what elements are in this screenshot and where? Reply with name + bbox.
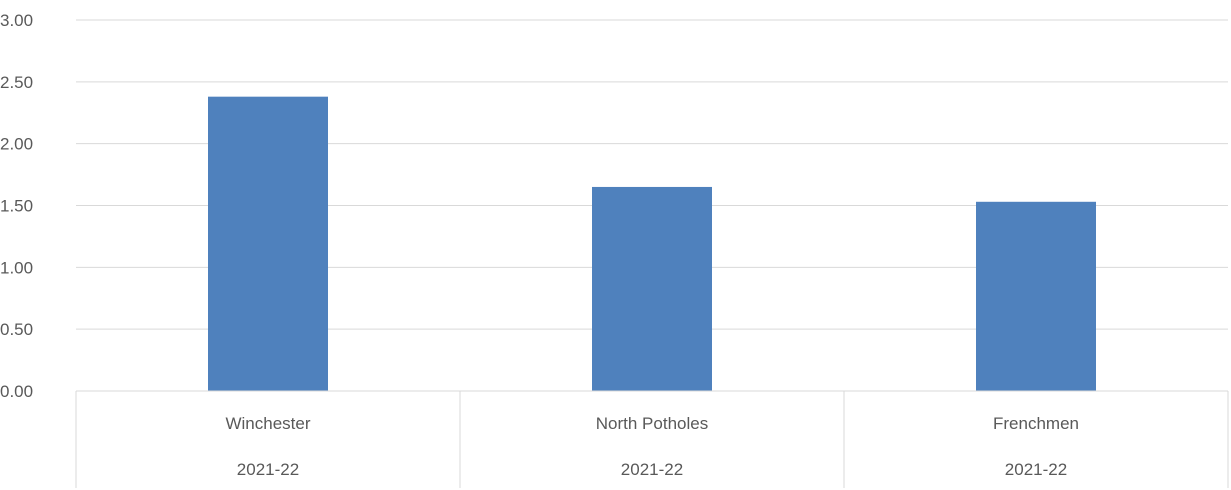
y-tick-label: 2.00 [0, 135, 33, 154]
y-tick-label: 2.50 [0, 73, 33, 92]
y-tick-label: 1.00 [0, 258, 33, 277]
y-tick-label: 3.00 [0, 11, 33, 30]
category-axis: Winchester 2021-22 North Potholes 2021-22 Fr… [75, 390, 1229, 488]
y-axis-tick-labels: 0.00 0.50 1.00 1.50 2.00 2.50 3.00 [0, 11, 33, 401]
category-label: North Potholes [596, 414, 708, 433]
y-tick-label: 1.50 [0, 197, 33, 216]
category-group-label: 2021-22 [621, 460, 683, 479]
bar [208, 96, 328, 391]
y-tick-label: 0.00 [0, 382, 33, 401]
category-group-label: 2021-22 [1005, 460, 1067, 479]
category-label: Winchester [225, 414, 310, 433]
bar [592, 186, 712, 391]
category-label: Frenchmen [993, 414, 1079, 433]
y-tick-label: 0.50 [0, 320, 33, 339]
category-group-label: 2021-22 [237, 460, 299, 479]
bars [208, 96, 1096, 391]
bar [976, 201, 1096, 391]
